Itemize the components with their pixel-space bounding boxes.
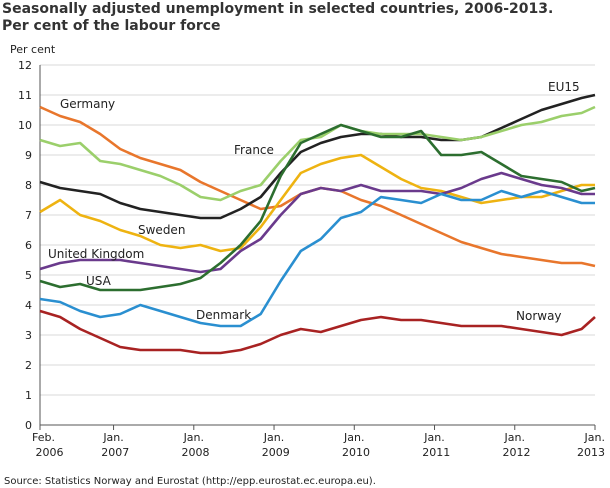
y-tick-label: 11 (18, 89, 32, 102)
x-tick-label: Jan. 2007 (98, 431, 130, 459)
y-tick-label: 10 (18, 119, 32, 132)
source: Source: Statistics Norway and Eurostat (… (4, 476, 376, 487)
chart-subtitle: Per cent of the labour force (2, 18, 221, 34)
series-label: United Kingdom (48, 247, 144, 261)
x-tick-label: Jan. 2009 (258, 431, 290, 459)
x-tick-label: Feb. 2006 (32, 431, 64, 459)
series-line (39, 171, 595, 274)
y-tick-label: 8 (25, 179, 32, 192)
y-axis-label: Per cent (10, 43, 56, 56)
y-tick-label: 0 (25, 419, 32, 432)
x-tick-label: Jan. 2008 (178, 431, 210, 459)
y-tick-label: 7 (25, 209, 32, 222)
y-tick-label: 6 (25, 239, 32, 252)
series-line (39, 189, 595, 328)
y-tick-label: 12 (18, 59, 32, 72)
series-label: Sweden (138, 223, 185, 237)
y-tick-label: 2 (25, 359, 32, 372)
series-label: Germany (60, 97, 115, 111)
chart-title: Seasonally adjusted unemployment in sele… (2, 1, 553, 17)
y-tick-label: 9 (25, 149, 32, 162)
series-line (39, 105, 596, 202)
series-label: Norway (516, 309, 562, 323)
series-line (39, 123, 596, 292)
series-label: Denmark (196, 308, 251, 322)
series-label: USA (86, 274, 112, 288)
series-label: EU15 (548, 80, 580, 94)
x-tick-label: Jan. 2012 (499, 431, 531, 459)
x-tick-label: Jan. 2013 (574, 431, 606, 459)
series-line (39, 153, 595, 253)
x-tick-label: Jan. 2011 (419, 431, 451, 459)
series-line (39, 309, 596, 355)
y-tick-label: 5 (25, 269, 32, 282)
y-tick-label: 3 (25, 329, 32, 342)
series-line (39, 93, 596, 220)
y-tick-label: 1 (25, 389, 32, 402)
x-tick-label: Jan. 2010 (339, 431, 371, 459)
series-label: France (234, 143, 274, 157)
y-tick-label: 4 (25, 299, 32, 312)
